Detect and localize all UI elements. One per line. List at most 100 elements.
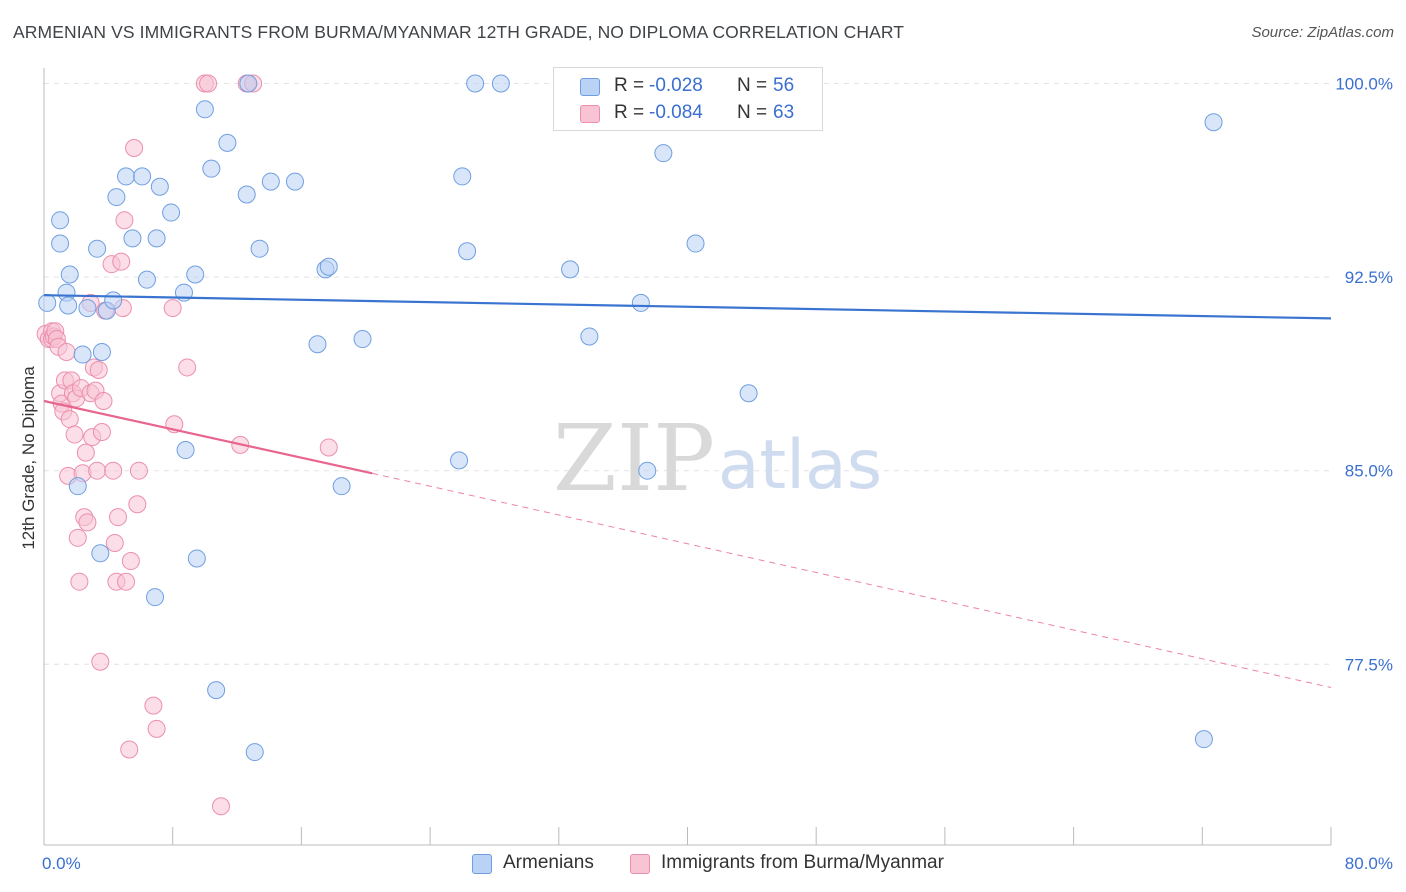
point-burma bbox=[57, 342, 76, 361]
point-armenians bbox=[92, 342, 111, 361]
legend-label-armenians: Armenians bbox=[503, 852, 594, 873]
watermark: ZIP atlas bbox=[553, 405, 882, 512]
point-burma bbox=[68, 528, 87, 547]
legend-n-label: N = bbox=[737, 102, 768, 123]
point-armenians bbox=[78, 299, 97, 318]
point-armenians bbox=[147, 229, 166, 248]
point-burma bbox=[104, 461, 123, 480]
point-armenians bbox=[237, 185, 256, 204]
point-armenians bbox=[207, 681, 226, 700]
point-armenians bbox=[319, 257, 338, 276]
point-armenians bbox=[186, 265, 205, 284]
legend-r-label: R = bbox=[614, 102, 645, 123]
legend-swatch-burma bbox=[630, 854, 650, 874]
point-armenians bbox=[123, 229, 142, 248]
point-armenians bbox=[133, 167, 152, 186]
point-armenians bbox=[308, 335, 327, 354]
point-armenians bbox=[638, 461, 657, 480]
point-burma bbox=[199, 74, 218, 93]
point-burma bbox=[117, 572, 136, 591]
y-tick-label: 92.5% bbox=[1345, 268, 1393, 287]
point-armenians bbox=[104, 291, 123, 310]
point-armenians bbox=[332, 477, 351, 496]
point-burma bbox=[70, 572, 89, 591]
point-burma bbox=[65, 425, 84, 444]
watermark-zip: ZIP bbox=[553, 405, 715, 512]
point-burma bbox=[76, 443, 95, 462]
point-armenians bbox=[117, 167, 136, 186]
point-armenians bbox=[654, 144, 673, 163]
point-armenians bbox=[146, 588, 165, 607]
point-armenians bbox=[38, 293, 57, 312]
trend-line-armenians bbox=[43, 294, 1332, 320]
correlation-legend: R = -0.028 N = 56 R = -0.084 N = 63 bbox=[553, 67, 823, 131]
point-armenians bbox=[239, 74, 258, 93]
legend-swatch-burma bbox=[580, 105, 600, 123]
x-tick-label: 0.0% bbox=[42, 854, 81, 873]
chart-title: ARMENIAN VS IMMIGRANTS FROM BURMA/MYANMA… bbox=[13, 22, 905, 42]
legend-n-label: N = bbox=[737, 75, 768, 96]
point-armenians bbox=[739, 384, 758, 403]
legend-r-label: R = bbox=[614, 75, 645, 96]
point-armenians bbox=[466, 74, 485, 93]
point-burma bbox=[125, 139, 144, 158]
source-credit: Source: ZipAtlas.com bbox=[1251, 24, 1394, 41]
point-armenians bbox=[107, 188, 126, 207]
point-burma bbox=[91, 652, 110, 671]
point-burma bbox=[121, 552, 140, 571]
legend-n-value: 56 bbox=[773, 75, 795, 96]
point-armenians bbox=[218, 133, 237, 152]
legend-r-value: -0.084 bbox=[649, 102, 703, 123]
point-armenians bbox=[162, 203, 181, 222]
point-armenians bbox=[202, 159, 221, 178]
point-armenians bbox=[1204, 113, 1223, 132]
trend-lines bbox=[43, 294, 1332, 689]
point-burma bbox=[211, 797, 230, 816]
point-armenians bbox=[261, 172, 280, 191]
point-armenians bbox=[150, 177, 169, 196]
point-armenians bbox=[631, 293, 650, 312]
point-burma bbox=[163, 299, 182, 318]
point-armenians bbox=[580, 327, 599, 346]
y-axis-label: 12th Grade, No Diploma bbox=[19, 366, 38, 550]
point-burma bbox=[129, 461, 148, 480]
point-armenians bbox=[453, 167, 472, 186]
watermark-atlas: atlas bbox=[718, 426, 882, 505]
trend-line-burma-extended bbox=[372, 472, 1332, 689]
point-armenians bbox=[686, 234, 705, 253]
point-burma bbox=[144, 696, 163, 715]
point-burma bbox=[120, 740, 139, 759]
point-armenians bbox=[195, 100, 214, 119]
point-burma bbox=[147, 719, 166, 738]
x-tick-label: 80.0% bbox=[1345, 854, 1393, 873]
tick-labels: 100.0% 92.5% 85.0% 77.5% 0.0% 80.0% bbox=[42, 74, 1393, 873]
trend-line-burma bbox=[43, 399, 373, 475]
legend-n-value: 63 bbox=[773, 102, 795, 123]
point-armenians bbox=[245, 743, 264, 762]
point-armenians bbox=[51, 234, 70, 253]
point-armenians bbox=[561, 260, 580, 279]
point-armenians bbox=[491, 74, 510, 93]
axes bbox=[43, 68, 1332, 846]
point-burma bbox=[178, 358, 197, 377]
point-burma bbox=[112, 252, 131, 271]
legend-r-value: -0.028 bbox=[649, 75, 703, 96]
point-armenians bbox=[137, 270, 156, 289]
point-armenians bbox=[51, 211, 70, 230]
legend-swatch-armenians bbox=[580, 78, 600, 96]
y-tick-label: 85.0% bbox=[1345, 462, 1393, 481]
y-tick-label: 100.0% bbox=[1335, 74, 1393, 93]
point-burma bbox=[128, 495, 147, 514]
legend-label-burma: Immigrants from Burma/Myanmar bbox=[661, 852, 944, 873]
point-burma bbox=[105, 533, 124, 552]
point-armenians bbox=[250, 239, 269, 258]
point-burma bbox=[92, 422, 111, 441]
point-burma bbox=[115, 211, 134, 230]
point-armenians bbox=[353, 330, 372, 349]
point-armenians bbox=[60, 265, 79, 284]
point-armenians bbox=[285, 172, 304, 191]
point-burma bbox=[60, 410, 79, 429]
y-tick-label: 77.5% bbox=[1345, 655, 1393, 674]
point-armenians bbox=[458, 242, 477, 261]
